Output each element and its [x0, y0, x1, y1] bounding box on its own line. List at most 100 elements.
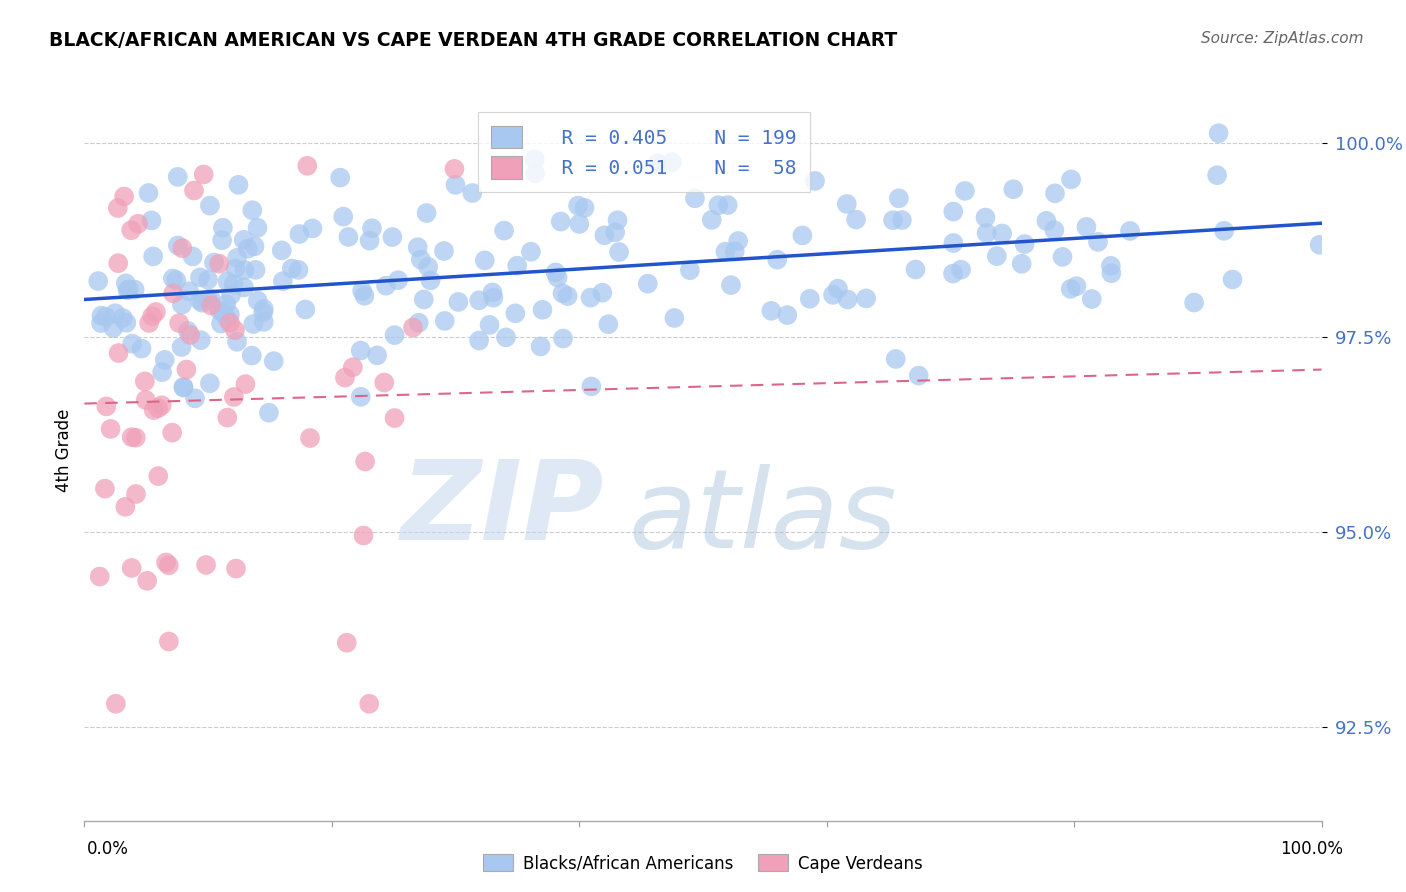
- Point: [166, 238, 188, 252]
- Point: [198, 199, 221, 213]
- Point: [433, 314, 456, 328]
- Point: [447, 294, 470, 309]
- Point: [714, 244, 737, 259]
- Point: [530, 339, 553, 353]
- Point: [550, 214, 572, 228]
- Point: [837, 293, 859, 307]
- Point: [172, 241, 194, 255]
- Point: [384, 328, 406, 343]
- Point: [1119, 224, 1142, 238]
- Point: [882, 213, 904, 227]
- Point: [942, 204, 965, 219]
- Point: [835, 197, 858, 211]
- Point: [240, 203, 263, 218]
- Point: [115, 316, 138, 330]
- Point: [253, 315, 276, 329]
- Point: [444, 178, 467, 192]
- Point: [683, 191, 706, 205]
- Point: [727, 234, 749, 248]
- Point: [524, 166, 547, 180]
- Point: [170, 298, 193, 312]
- Point: [443, 161, 465, 176]
- Point: [145, 305, 167, 319]
- Point: [679, 263, 702, 277]
- Point: [299, 431, 322, 445]
- Point: [1002, 182, 1025, 196]
- Point: [117, 282, 139, 296]
- Point: [141, 213, 163, 227]
- Point: [209, 317, 232, 331]
- Point: [384, 411, 406, 425]
- Point: [228, 178, 250, 192]
- Point: [236, 242, 259, 256]
- Point: [792, 228, 814, 243]
- Point: [235, 377, 257, 392]
- Point: [217, 274, 239, 288]
- Point: [111, 310, 134, 325]
- Point: [1060, 282, 1083, 296]
- Point: [1087, 235, 1109, 249]
- Point: [160, 425, 183, 440]
- Point: [170, 340, 193, 354]
- Point: [520, 244, 543, 259]
- Point: [419, 273, 441, 287]
- Point: [1208, 126, 1230, 140]
- Point: [263, 354, 285, 368]
- Point: [408, 316, 430, 330]
- Point: [200, 298, 222, 312]
- Point: [353, 289, 375, 303]
- Point: [799, 292, 821, 306]
- Point: [114, 277, 136, 291]
- Point: [1081, 292, 1104, 306]
- Point: [1043, 223, 1066, 237]
- Point: [208, 257, 231, 271]
- Text: Source: ZipAtlas.com: Source: ZipAtlas.com: [1201, 31, 1364, 46]
- Point: [301, 221, 323, 235]
- Point: [986, 249, 1008, 263]
- Point: [647, 156, 669, 170]
- Point: [904, 262, 927, 277]
- Text: BLACK/AFRICAN AMERICAN VS CAPE VERDEAN 4TH GRADE CORRELATION CHART: BLACK/AFRICAN AMERICAN VS CAPE VERDEAN 4…: [49, 31, 897, 50]
- Point: [96, 400, 118, 414]
- Point: [557, 289, 579, 303]
- Point: [375, 278, 398, 293]
- Point: [761, 303, 783, 318]
- Text: ZIP: ZIP: [401, 456, 605, 563]
- Point: [855, 292, 877, 306]
- Point: [361, 221, 384, 235]
- Point: [494, 223, 516, 237]
- Point: [233, 263, 256, 277]
- Point: [157, 634, 180, 648]
- Point: [804, 174, 827, 188]
- Point: [1060, 172, 1083, 186]
- Point: [173, 380, 195, 394]
- Point: [157, 558, 180, 573]
- Point: [107, 346, 129, 360]
- Point: [776, 308, 799, 322]
- Point: [1099, 266, 1122, 280]
- Point: [253, 301, 276, 316]
- Point: [354, 454, 377, 468]
- Point: [162, 271, 184, 285]
- Point: [138, 186, 160, 200]
- Point: [547, 270, 569, 285]
- Point: [131, 342, 153, 356]
- Point: [142, 249, 165, 263]
- Point: [184, 392, 207, 406]
- Legend:   R = 0.405    N = 199,   R = 0.051    N =  58: R = 0.405 N = 199, R = 0.051 N = 58: [478, 112, 810, 192]
- Point: [433, 244, 456, 258]
- Point: [1182, 295, 1205, 310]
- Point: [409, 252, 432, 267]
- Point: [884, 351, 907, 366]
- Point: [246, 220, 269, 235]
- Point: [90, 316, 112, 330]
- Point: [568, 217, 591, 231]
- Point: [523, 152, 546, 166]
- Point: [329, 170, 352, 185]
- Point: [976, 226, 998, 240]
- Point: [1014, 237, 1036, 252]
- Point: [366, 348, 388, 362]
- Point: [226, 251, 249, 265]
- Point: [1076, 219, 1098, 234]
- Point: [890, 213, 912, 227]
